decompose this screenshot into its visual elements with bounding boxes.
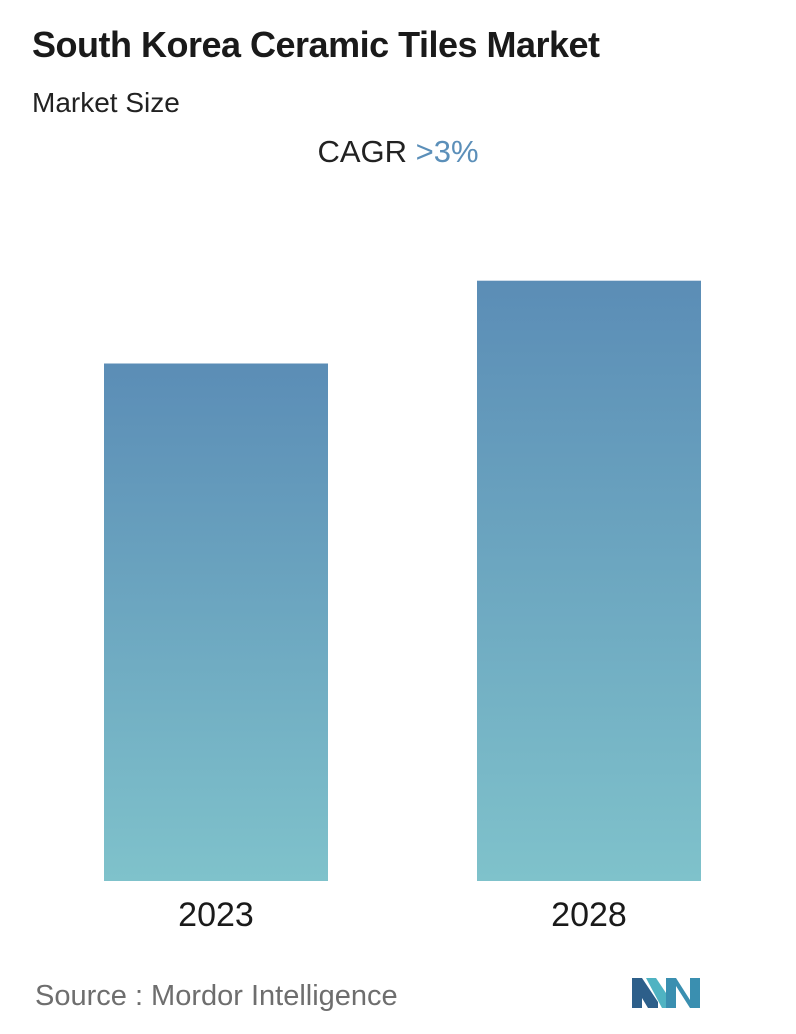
x-tick-label-2023: 2023 <box>178 896 254 934</box>
x-tick-labels: 2023 2028 <box>178 896 627 934</box>
bar-2023 <box>104 363 328 881</box>
cagr-value: >3% <box>415 134 479 169</box>
chart-subtitle: Market Size <box>32 87 180 118</box>
source-note: Source : Mordor Intelligence <box>35 980 398 1012</box>
x-tick-label-2028: 2028 <box>551 896 627 934</box>
mordor-intelligence-logo-icon <box>632 978 700 1008</box>
bar-2028 <box>477 280 701 881</box>
chart-title: South Korea Ceramic Tiles Market <box>32 24 600 65</box>
cagr-label: CAGR <box>317 134 408 169</box>
bars-group <box>104 280 701 881</box>
cagr-indicator: CAGR >3% <box>0 134 796 170</box>
